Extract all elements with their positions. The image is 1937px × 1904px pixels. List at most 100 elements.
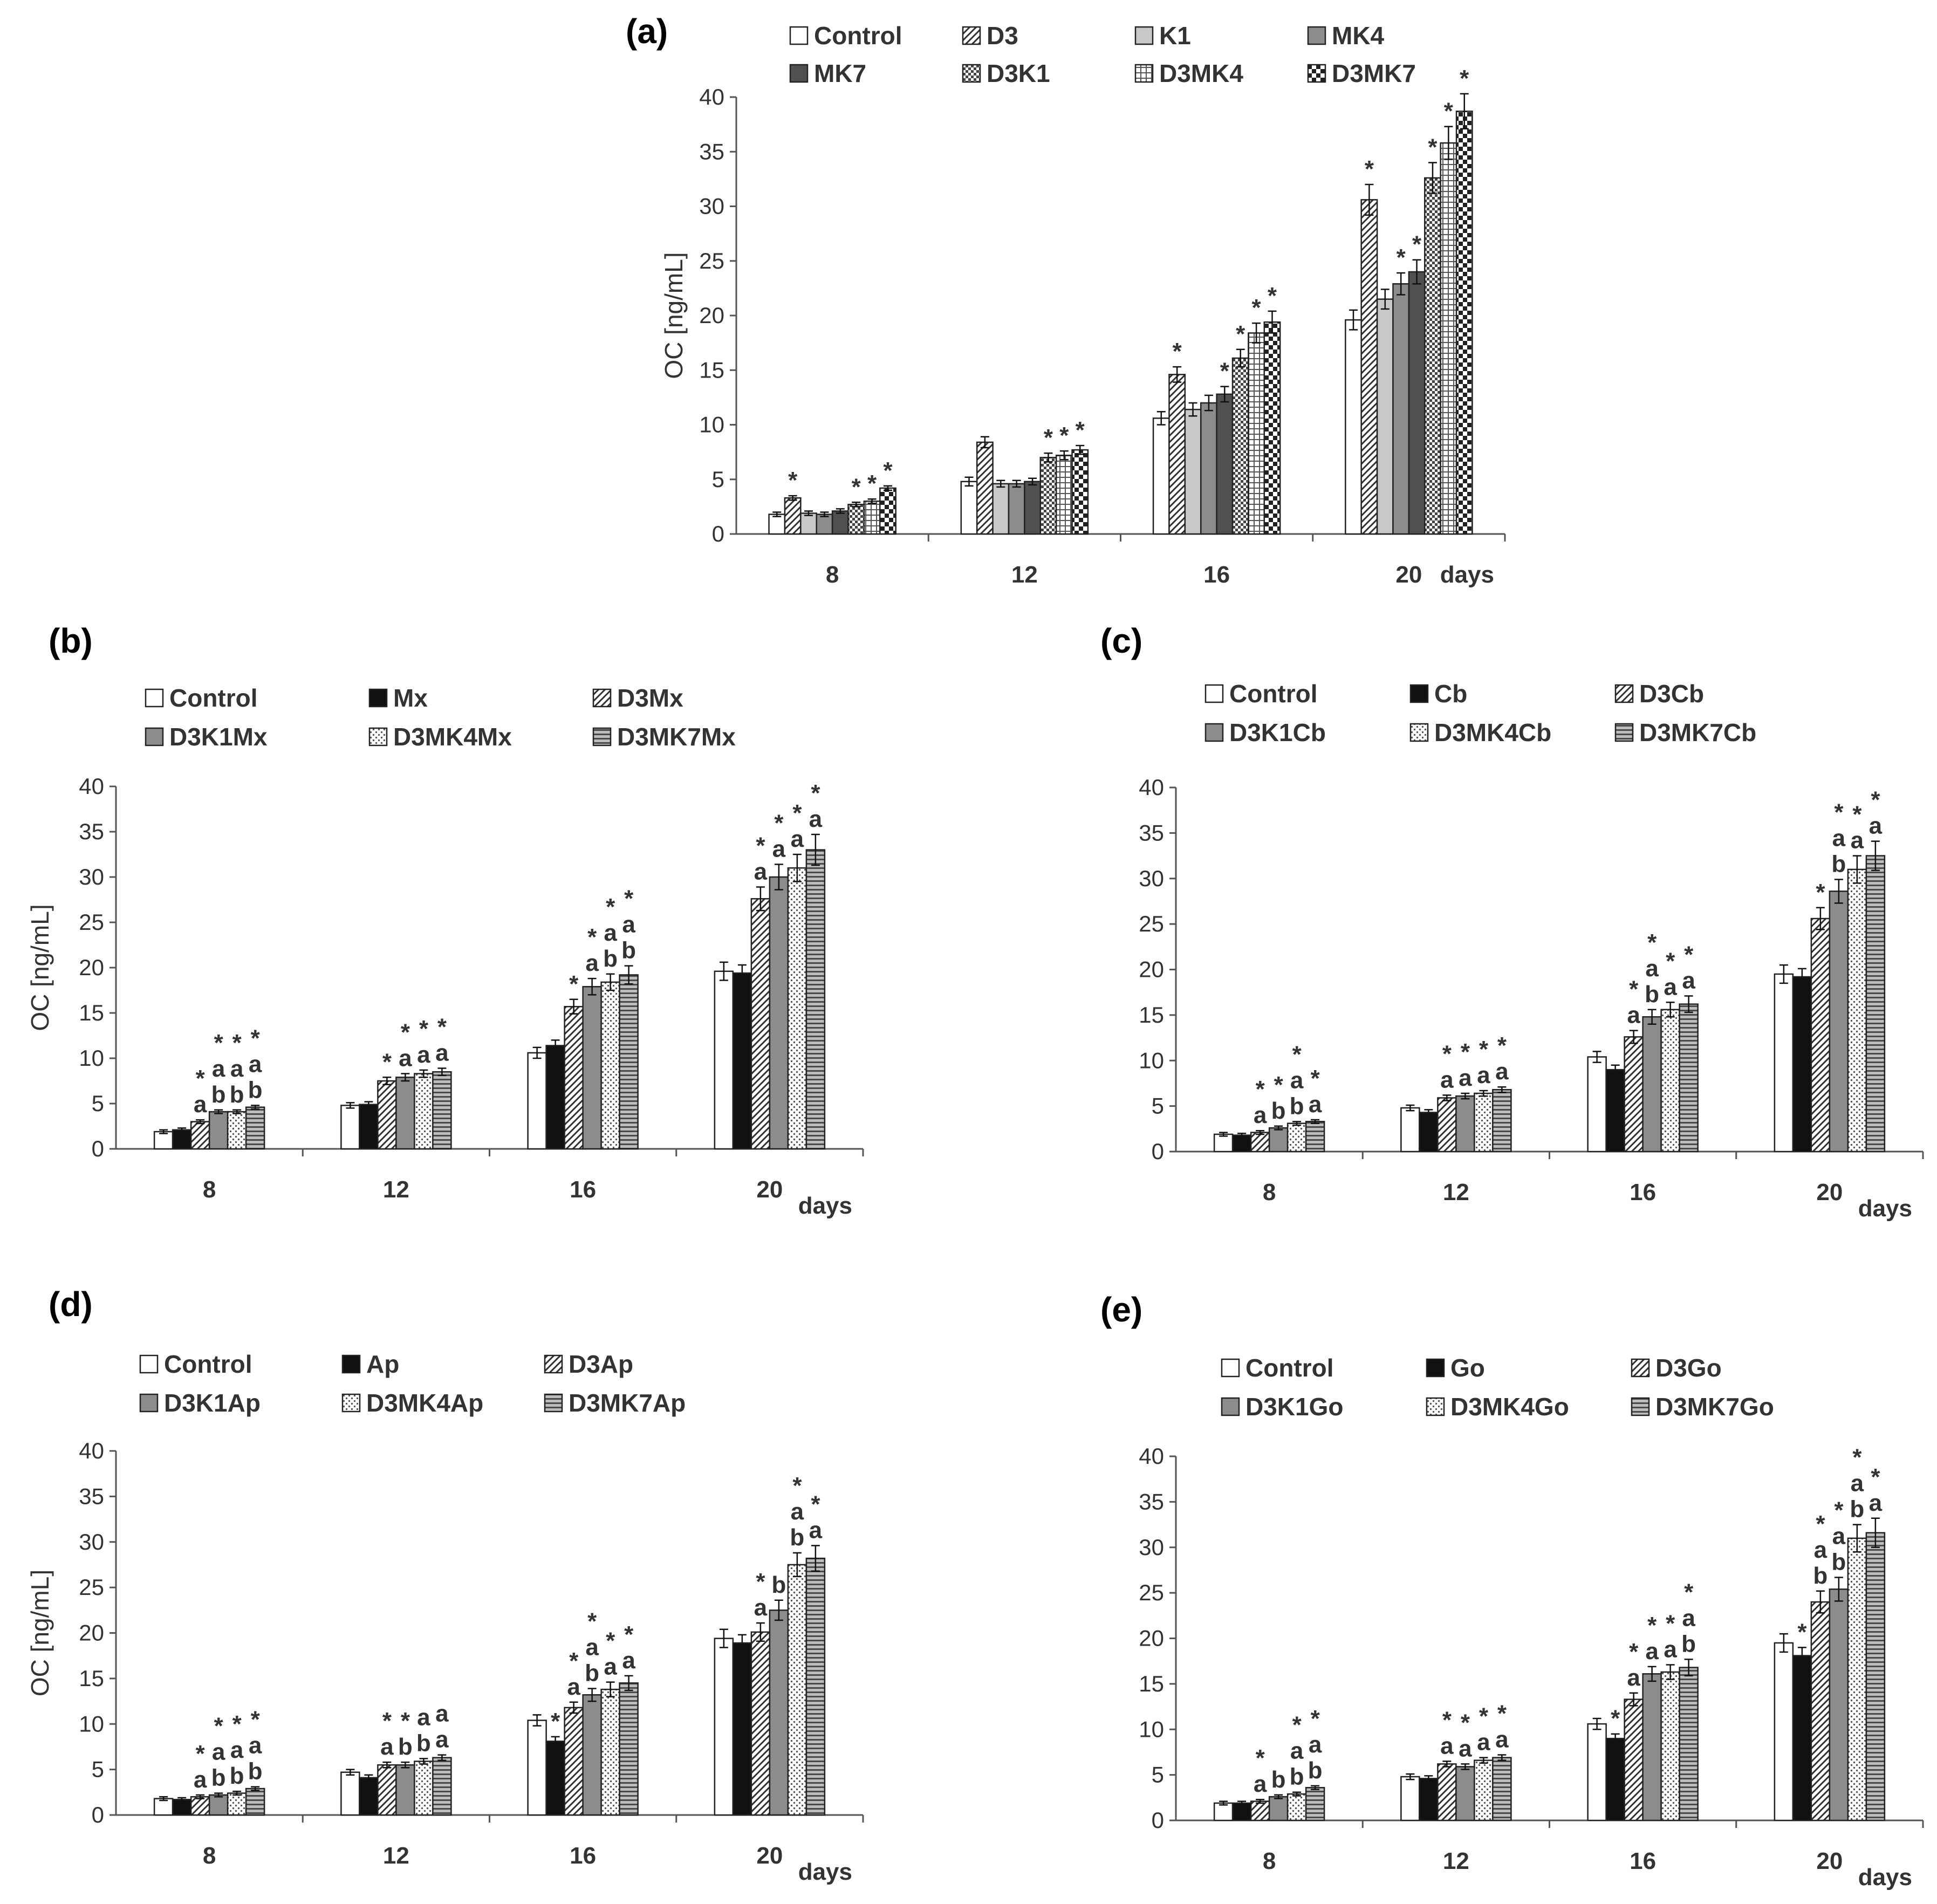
- significance-letter: a: [772, 835, 786, 862]
- error-bar: [852, 502, 861, 508]
- bar-d3-8: [784, 497, 802, 535]
- significance-star: *: [1059, 422, 1069, 449]
- significance-star: *: [1252, 294, 1262, 321]
- error-bar: [1237, 1800, 1247, 1806]
- significance-letter: a: [1851, 1470, 1864, 1497]
- significance-letter: a: [380, 1734, 394, 1760]
- significance-letter: a: [604, 920, 617, 946]
- significance-star: *: [1871, 787, 1880, 813]
- error-bar: [177, 1797, 187, 1802]
- legend-swatch-mx: [368, 688, 388, 708]
- x-axis-unit-label: days: [798, 1859, 852, 1885]
- significance-star: *: [1292, 1712, 1302, 1738]
- significance-star: *: [1256, 1076, 1265, 1102]
- significance-star: *: [1461, 1039, 1470, 1065]
- bar-d3k1cb-16: [1642, 1016, 1662, 1153]
- legend-swatch-control: [145, 688, 164, 708]
- significance-star: *: [1666, 1610, 1675, 1636]
- bar-d3mk7-8: [879, 487, 896, 535]
- error-bar: [437, 1067, 447, 1077]
- y-tick-label: 30: [79, 1529, 104, 1554]
- error-bar: [996, 480, 1005, 488]
- y-tick-label: 0: [92, 1136, 104, 1161]
- bar-d3mk7mx-8: [245, 1106, 265, 1150]
- bar-mk7-12: [1024, 481, 1042, 535]
- bar-mk7-8: [831, 510, 849, 535]
- error-bar: [401, 1073, 410, 1082]
- legend-label-d3mk7: D3MK7: [1332, 59, 1416, 87]
- legend-swatch-d3: [962, 26, 981, 45]
- significance-letter: a: [1664, 974, 1677, 1000]
- error-bar: [774, 1599, 783, 1621]
- error-bar: [1274, 1125, 1283, 1131]
- bar-d3mk7cb-8: [1305, 1121, 1325, 1153]
- y-axis-label: OC [ng/mL]: [26, 904, 54, 1031]
- significance-letter: a: [1495, 1727, 1509, 1753]
- bar-d3k1cb-8: [1268, 1127, 1289, 1153]
- significance-letter: a: [417, 1704, 430, 1730]
- error-bar: [1365, 183, 1374, 216]
- bar-d3go-20: [1810, 1601, 1831, 1821]
- significance-letter: a: [1290, 1738, 1304, 1764]
- y-tick-label: 0: [712, 521, 724, 546]
- bar-d3k1mx-12: [395, 1077, 415, 1150]
- error-bar: [1852, 855, 1861, 884]
- y-tick-label: 20: [79, 1620, 104, 1646]
- error-bar: [251, 1786, 260, 1791]
- x-axis-unit-label: days: [798, 1193, 852, 1219]
- error-bar: [606, 973, 615, 991]
- bar-d3mk7cb-20: [1865, 855, 1886, 1153]
- error-bar: [1397, 272, 1406, 296]
- significance-letter: a: [1495, 1058, 1509, 1085]
- error-bar: [1647, 1666, 1657, 1682]
- bar-k1-12: [992, 483, 1010, 535]
- significance-star: *: [606, 1628, 615, 1654]
- legend-swatch-d3k1go: [1221, 1397, 1240, 1416]
- error-bar: [177, 1127, 187, 1133]
- error-bar: [569, 998, 578, 1015]
- significance-star: *: [437, 1013, 447, 1040]
- y-tick-label: 15: [79, 1666, 104, 1691]
- y-tick-label: 10: [79, 1045, 104, 1071]
- error-bar: [214, 1792, 223, 1798]
- significance-star: *: [867, 470, 877, 497]
- error-bar: [401, 1761, 410, 1769]
- legend-label-d3k1cb: D3K1Cb: [1229, 718, 1326, 746]
- significance-letter: a: [622, 912, 635, 938]
- significance-star: *: [811, 780, 820, 806]
- bar-d3-12: [976, 441, 994, 535]
- x-tick-label: 16: [570, 1843, 596, 1869]
- significance-star: *: [419, 1016, 429, 1042]
- bar-d3k1ap-20: [769, 1610, 789, 1816]
- y-tick-label: 35: [1139, 1489, 1164, 1514]
- y-tick-label: 0: [1152, 1807, 1164, 1833]
- y-tick-label: 25: [699, 248, 724, 273]
- error-bar: [1059, 450, 1069, 461]
- error-bar: [1406, 1773, 1415, 1780]
- bar-d3mk4-16: [1248, 332, 1265, 535]
- significance-letter: b: [248, 1758, 263, 1785]
- significance-star: *: [792, 1472, 802, 1499]
- y-tick-label: 10: [699, 412, 724, 437]
- bar-d3mk4cb-16: [1660, 1009, 1680, 1153]
- significance-star: *: [1629, 1639, 1639, 1665]
- significance-star: *: [251, 1707, 261, 1733]
- significance-star: *: [382, 1708, 392, 1734]
- significance-star: *: [1256, 1745, 1265, 1771]
- bar-mx-8: [172, 1129, 192, 1150]
- error-bar: [1611, 1733, 1620, 1744]
- error-bar: [364, 1774, 373, 1782]
- legend-swatch-d3mk4go: [1426, 1397, 1445, 1416]
- legend-swatch-control: [1221, 1358, 1240, 1378]
- x-tick-label: 8: [1263, 1179, 1276, 1206]
- significance-letter: b: [1831, 1549, 1846, 1575]
- significance-letter: a: [1832, 825, 1846, 851]
- bar-d3-20: [1360, 199, 1378, 535]
- error-bar: [1204, 394, 1213, 412]
- significance-star: *: [1497, 1701, 1507, 1727]
- error-bar: [1311, 1785, 1320, 1790]
- error-bar: [1479, 1090, 1488, 1097]
- error-bar: [159, 1796, 168, 1802]
- legend-label-d3mk7go: D3MK7Go: [1655, 1393, 1774, 1421]
